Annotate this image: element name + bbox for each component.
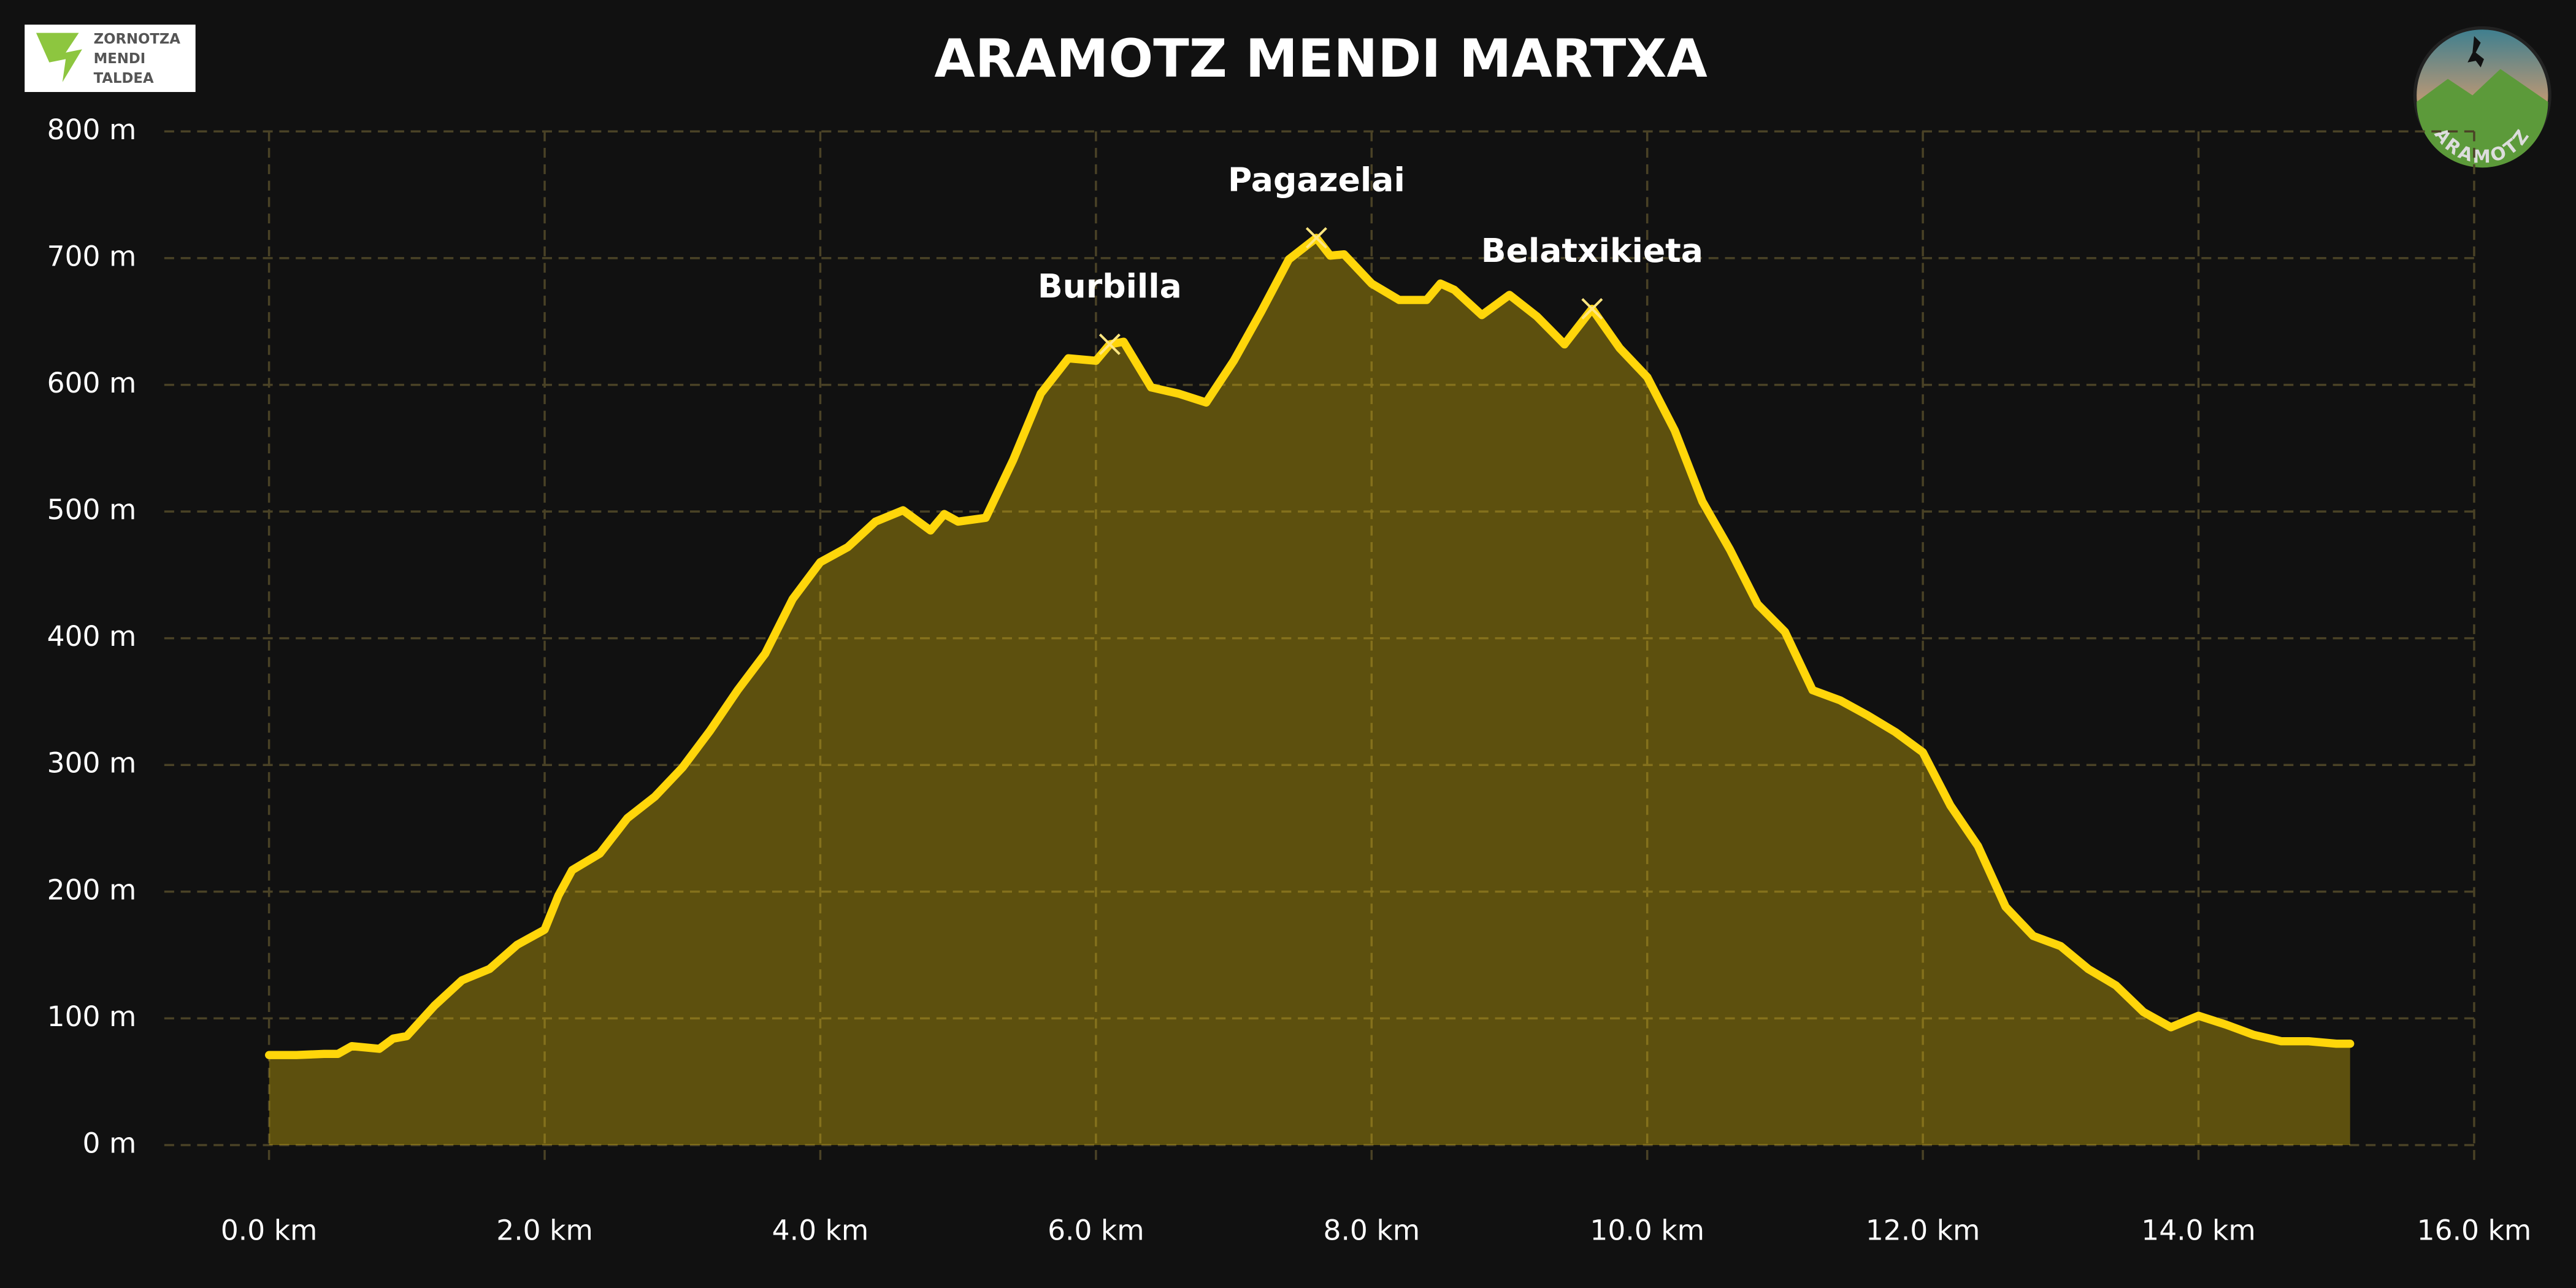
elevation-line bbox=[265, 234, 2355, 1059]
logo-text: MENDI bbox=[94, 51, 146, 67]
peak-marker bbox=[1581, 298, 1603, 320]
y-tick-label: 600 m bbox=[47, 367, 137, 399]
x-tick-label: 12.0 km bbox=[1866, 1214, 1980, 1246]
y-tick-label: 100 m bbox=[47, 1000, 137, 1033]
logo-hills bbox=[2417, 69, 2548, 168]
x-tick-label: 0.0 km bbox=[221, 1214, 318, 1246]
y-tick-label: 800 m bbox=[47, 113, 137, 146]
peak-label: Belatxikieta bbox=[1481, 231, 1703, 270]
logo-text: TALDEA bbox=[94, 71, 154, 86]
y-tick-label: 700 m bbox=[47, 240, 137, 272]
x-tick-label: 10.0 km bbox=[1590, 1214, 1704, 1246]
x-tick-label: 8.0 km bbox=[1324, 1214, 1420, 1246]
peak-label: Burbilla bbox=[1038, 267, 1182, 305]
peak-marker bbox=[1305, 227, 1327, 249]
x-tick-label: 4.0 km bbox=[772, 1214, 869, 1246]
x-tick-label: 16.0 km bbox=[2417, 1214, 2532, 1246]
y-tick-label: 200 m bbox=[47, 873, 137, 906]
x-tick-label: 6.0 km bbox=[1048, 1214, 1144, 1246]
y-tick-label: 500 m bbox=[47, 494, 137, 526]
left-logo: ZORNOTZA MENDI TALDEA bbox=[25, 25, 196, 92]
plot-area: 0 m 100 m 200 m 300 m 400 m 500 m 600 m 700 m 80… bbox=[47, 113, 2532, 1247]
chart-title: ARAMOTZ MENDI MARTXA bbox=[934, 28, 1707, 90]
elevation-area bbox=[269, 237, 2350, 1145]
x-tick-label: 2.0 km bbox=[496, 1214, 593, 1246]
logo-runner bbox=[2467, 36, 2484, 67]
logo-icon bbox=[36, 33, 82, 82]
x-tick-label: 14.0 km bbox=[2141, 1214, 2256, 1246]
peak-label: Pagazelai bbox=[1228, 160, 1405, 199]
logo-text: ZORNOTZA bbox=[94, 31, 181, 47]
y-tick-label: 0 m bbox=[83, 1127, 137, 1159]
right-logo: ARAMOTZ bbox=[2413, 26, 2551, 168]
peak-marker bbox=[1098, 333, 1121, 355]
y-tick-label: 300 m bbox=[47, 747, 137, 780]
y-tick-label: 400 m bbox=[47, 620, 137, 653]
